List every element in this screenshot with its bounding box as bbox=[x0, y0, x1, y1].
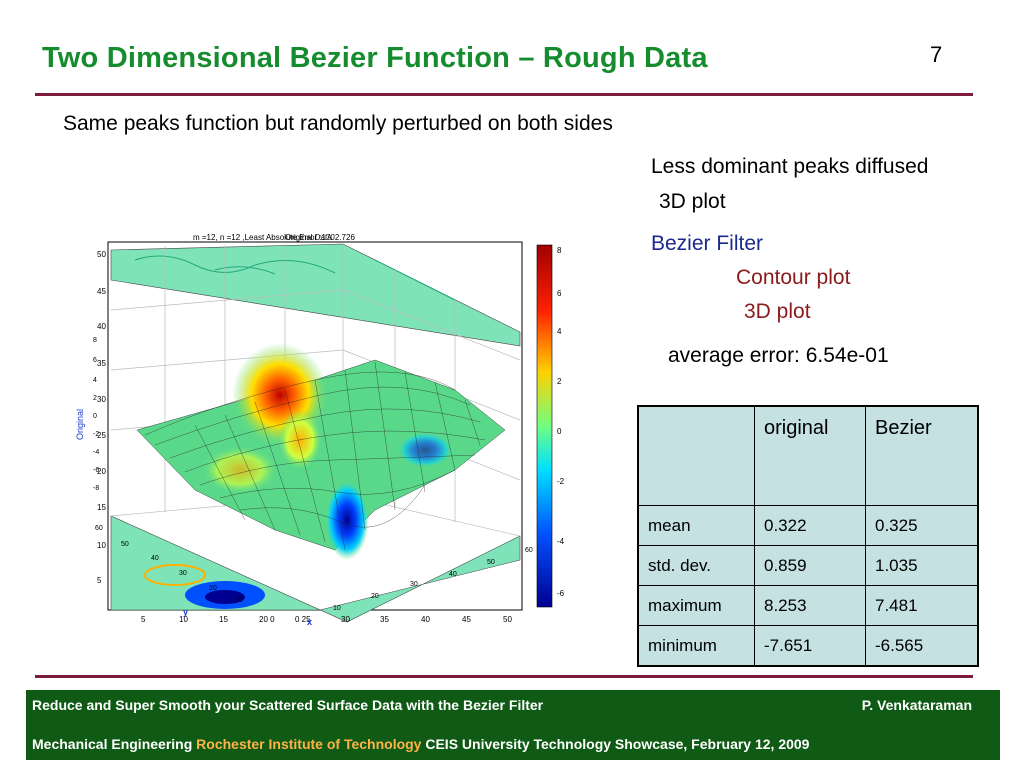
row-label: maximum bbox=[637, 585, 755, 626]
colorbar bbox=[536, 244, 553, 608]
z-tick-0: 0 bbox=[93, 413, 97, 420]
z-tick-6: 6 bbox=[93, 357, 97, 364]
contour-label: 10 bbox=[235, 597, 243, 604]
x-tick-35: 35 bbox=[380, 615, 389, 624]
note-average-error: average error: 6.54e-01 bbox=[668, 344, 889, 367]
slide-number: 7 bbox=[930, 42, 943, 67]
colorbar-tick-8: 8 bbox=[557, 246, 562, 255]
row-label: std. dev. bbox=[637, 545, 755, 586]
surface-plot: m =12, n =12 ,Least Absolute Error :1702… bbox=[75, 233, 565, 627]
footer-institute: Rochester Institute of Technology bbox=[196, 736, 422, 752]
y-tick-20: 20 bbox=[97, 467, 106, 476]
footer-dept: Mechanical Engineering bbox=[32, 736, 193, 752]
contour-label: 40 bbox=[449, 571, 457, 578]
x-axis-label: x bbox=[307, 617, 312, 627]
contour-label: 50 bbox=[487, 559, 495, 566]
contour-label: 20 bbox=[371, 593, 379, 600]
contour-label: 10 bbox=[333, 605, 341, 612]
y-tick-5: 5 bbox=[97, 576, 102, 585]
slide-title: Two Dimensional Bezier Function – Rough … bbox=[42, 42, 708, 74]
contour-label: 60 bbox=[95, 525, 103, 532]
table-header-row: original Bezier bbox=[637, 405, 979, 506]
y-tick-10: 10 bbox=[97, 541, 106, 550]
z-tick-neg8: -8 bbox=[93, 485, 99, 492]
contour-label: 50 bbox=[121, 541, 129, 548]
slide-subtitle: Same peaks function but randomly perturb… bbox=[63, 112, 613, 135]
cell-original: -7.651 bbox=[754, 625, 866, 667]
title-rule bbox=[35, 93, 973, 96]
y-tick-40: 40 bbox=[97, 322, 106, 331]
table-header-empty bbox=[637, 405, 755, 506]
y-tick-30: 30 bbox=[97, 395, 106, 404]
cell-bezier: 7.481 bbox=[865, 585, 979, 626]
y-axis-label: y bbox=[183, 607, 188, 617]
x-tick-20: 20 0 bbox=[259, 615, 275, 624]
z-tick-neg4: -4 bbox=[93, 449, 99, 456]
x-tick-15: 15 bbox=[219, 615, 228, 624]
note-peaks-diffused: Less dominant peaks diffused bbox=[651, 155, 929, 178]
x-tick-40: 40 bbox=[421, 615, 430, 624]
stats-table: original Bezier mean 0.322 0.325 std. de… bbox=[637, 405, 979, 667]
cell-original: 8.253 bbox=[754, 585, 866, 626]
table-row: maximum 8.253 7.481 bbox=[637, 585, 979, 626]
table-row: minimum -7.651 -6.565 bbox=[637, 625, 979, 667]
y-tick-25: 25 bbox=[97, 431, 106, 440]
x-tick-45: 45 bbox=[462, 615, 471, 624]
z-tick-4: 4 bbox=[93, 377, 97, 384]
row-label: mean bbox=[637, 505, 755, 546]
z-tick-2: 2 bbox=[93, 395, 97, 402]
x-tick-10: 10 bbox=[179, 615, 188, 624]
row-label: minimum bbox=[637, 625, 755, 667]
contour-label: 20 bbox=[209, 585, 217, 592]
x-tick-5: 5 bbox=[141, 615, 146, 624]
z-tick-neg2: -2 bbox=[93, 431, 99, 438]
colorbar-tick-neg4: -4 bbox=[557, 537, 565, 546]
colorbar-tick-6: 6 bbox=[557, 289, 562, 298]
cell-original: 0.322 bbox=[754, 505, 866, 546]
cell-original: 0.859 bbox=[754, 545, 866, 586]
colorbar-tick-4: 4 bbox=[557, 327, 562, 336]
cell-bezier: -6.565 bbox=[865, 625, 979, 667]
x-tick-30: 30 bbox=[341, 615, 350, 624]
table-header-original: original bbox=[754, 405, 866, 506]
contour-label: 60 bbox=[525, 547, 533, 554]
note-bezier-filter: Bezier Filter bbox=[651, 232, 764, 255]
y-tick-45: 45 bbox=[97, 287, 106, 296]
plot-header: m =12, n =12 ,Least Absolute Error :1702… bbox=[193, 233, 355, 242]
note-contour-plot: Contour plot bbox=[736, 266, 851, 289]
note-3d-plot-1: 3D plot bbox=[659, 190, 726, 213]
footer-affiliation: Mechanical Engineering Rochester Institu… bbox=[32, 736, 809, 752]
contour-label: 30 bbox=[410, 581, 418, 588]
y-tick-15: 15 bbox=[97, 503, 106, 512]
colorbar-tick-0: 0 bbox=[557, 427, 562, 436]
footer-title: Reduce and Super Smooth your Scattered S… bbox=[32, 697, 544, 713]
colorbar-tick-2: 2 bbox=[557, 377, 562, 386]
footer-banner: Reduce and Super Smooth your Scattered S… bbox=[26, 690, 1000, 760]
z-axis-label: Original bbox=[75, 409, 85, 440]
contour-label: 40 bbox=[151, 555, 159, 562]
x-tick-25: 0 25 bbox=[295, 615, 311, 624]
note-3d-plot-2: 3D plot bbox=[744, 300, 811, 323]
cell-bezier: 1.035 bbox=[865, 545, 979, 586]
table-row: mean 0.322 0.325 bbox=[637, 505, 979, 546]
footer-event: CEIS University Technology Showcase, Feb… bbox=[425, 736, 810, 752]
z-tick-8: 8 bbox=[93, 337, 97, 344]
colorbar-tick-neg2: -2 bbox=[557, 477, 565, 486]
y-tick-50: 50 bbox=[97, 250, 106, 259]
table-row: std. dev. 0.859 1.035 bbox=[637, 545, 979, 586]
contour-label: 30 bbox=[179, 570, 187, 577]
plot-overlay-header: Original Data bbox=[285, 233, 332, 242]
y-tick-35: 35 bbox=[97, 359, 106, 368]
footer-rule bbox=[35, 675, 973, 678]
cell-bezier: 0.325 bbox=[865, 505, 979, 546]
colorbar-tick-neg6: -6 bbox=[557, 589, 565, 598]
z-tick-neg6: -6 bbox=[93, 467, 99, 474]
footer-author: P. Venkataraman bbox=[861, 697, 972, 713]
x-tick-50: 50 bbox=[503, 615, 512, 624]
table-header-bezier: Bezier bbox=[865, 405, 979, 506]
